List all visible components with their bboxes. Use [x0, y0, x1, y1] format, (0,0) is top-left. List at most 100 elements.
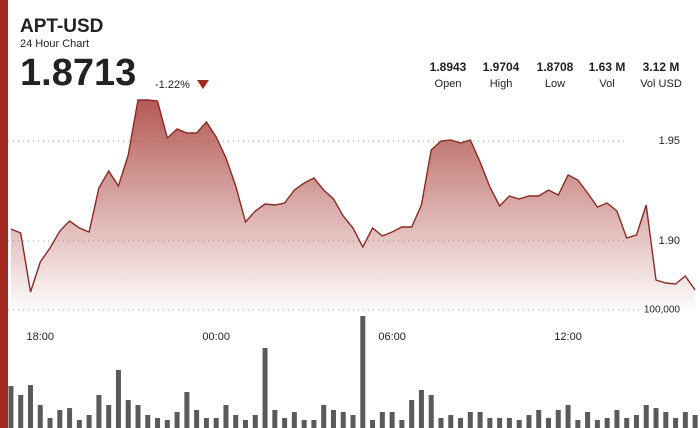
- stats: 1.8943 Open 1.9704 High 1.8708 Low 1.63 M Vol 3.…: [430, 60, 682, 90]
- volume-bar: [18, 394, 24, 428]
- volume-bar: [379, 411, 385, 428]
- x-tick-label: 00:00: [202, 331, 230, 343]
- volume-bar: [203, 417, 209, 428]
- volume-bar: [399, 419, 405, 428]
- volume-bar: [115, 369, 121, 428]
- volume-bar: [252, 415, 258, 428]
- volume-bar: [86, 415, 92, 428]
- volume-bar: [546, 417, 552, 428]
- stat-label: High: [490, 78, 513, 90]
- volume-bar: [155, 417, 161, 428]
- volume-bar: [418, 390, 424, 428]
- volume-bar: [653, 408, 659, 428]
- volume-bar: [614, 409, 620, 428]
- volume-bar: [409, 400, 415, 428]
- volume-bar: [262, 347, 268, 428]
- volume-bar: [321, 404, 327, 428]
- volume-bar: [57, 409, 63, 428]
- volume-bar: [594, 419, 600, 428]
- stat-value: 1.8943: [430, 60, 467, 74]
- volume-bar: [360, 316, 366, 428]
- volume-bar: [311, 419, 317, 428]
- stat-label: Vol: [599, 78, 614, 90]
- x-tick-label: 06:00: [378, 331, 406, 343]
- volume-bar: [184, 392, 190, 428]
- symbol: APT-USD: [20, 16, 103, 37]
- x-tick-label: 18:00: [26, 331, 54, 343]
- volume-bar: [467, 411, 473, 428]
- volume-bar: [272, 409, 278, 428]
- volume-bar: [282, 417, 288, 428]
- volume-bar: [506, 417, 512, 428]
- volume-bar: [428, 394, 434, 428]
- volume-bar: [27, 385, 33, 428]
- y-tick-label: 1.90: [659, 235, 680, 247]
- subtitle: 24 Hour Chart: [20, 38, 89, 50]
- volume-bar: [47, 417, 53, 428]
- volume-bar: [301, 419, 307, 428]
- volume-bar: [536, 409, 542, 428]
- volume-bar: [174, 411, 180, 428]
- volume-bar: [213, 417, 219, 428]
- volume-bar: [458, 417, 464, 428]
- volume-bar: [575, 419, 581, 428]
- volume-bar: [350, 415, 356, 428]
- volume-bar: [448, 415, 454, 428]
- volume-bar: [526, 415, 532, 428]
- plot: 1.90 1.95 100,000 18:00 00:00 06:00 12:00: [8, 99, 698, 428]
- stat-value: 1.9704: [483, 60, 520, 74]
- stat-label: Vol USD: [640, 78, 682, 90]
- volume-bar: [487, 417, 493, 428]
- volume-bar: [194, 409, 200, 428]
- volume-bar: [555, 409, 561, 428]
- volume-bar: [145, 415, 151, 428]
- volume-bar: [497, 417, 503, 428]
- stat-label: Low: [545, 78, 565, 90]
- volume-bar: [673, 417, 679, 428]
- volume-bar: [223, 404, 229, 428]
- volume-bar: [585, 411, 591, 428]
- side-stripe: [0, 0, 8, 428]
- volume-bar: [76, 419, 82, 428]
- volume-bar: [233, 415, 239, 428]
- volume-bar: [67, 408, 73, 428]
- stat-value: 1.63 M: [589, 60, 626, 74]
- price: 1.8713: [20, 52, 136, 94]
- stat-label: Open: [435, 78, 462, 90]
- volume-bar: [96, 394, 102, 428]
- volume-bar: [682, 411, 688, 428]
- volume-bar: [477, 411, 483, 428]
- stat-value: 3.12 M: [643, 60, 680, 74]
- volume-bar: [370, 419, 376, 428]
- volume-bar: [565, 404, 571, 428]
- volume-bar: [291, 411, 297, 428]
- volume-bar: [106, 404, 112, 428]
- volume-bar: [330, 409, 336, 428]
- volume-bar: [643, 404, 649, 428]
- volume-bar: [243, 419, 249, 428]
- stat-value: 1.8708: [537, 60, 574, 74]
- change: -1.22%: [155, 79, 190, 91]
- volume-bar: [135, 404, 141, 428]
- price-line: [10, 99, 696, 293]
- volume-bar: [438, 417, 444, 428]
- volume-bar: [389, 411, 395, 428]
- volume-bar: [125, 400, 131, 428]
- volume-bar: [604, 417, 610, 428]
- y-tick-label: 1.95: [659, 135, 680, 147]
- volume-bar: [633, 415, 639, 428]
- price-area: [10, 100, 696, 310]
- volume-tick-label: 100,000: [644, 305, 681, 316]
- volume-bar: [340, 411, 346, 428]
- x-tick-label: 12:00: [554, 331, 582, 343]
- volume-bar: [516, 419, 522, 428]
- volume-bar: [663, 411, 669, 428]
- volume-bar: [8, 385, 14, 428]
- volume-bar: [692, 415, 698, 428]
- down-arrow: [197, 80, 209, 89]
- volume-bar: [164, 419, 170, 428]
- volume-bar: [624, 417, 630, 428]
- volume-bar: [37, 404, 43, 428]
